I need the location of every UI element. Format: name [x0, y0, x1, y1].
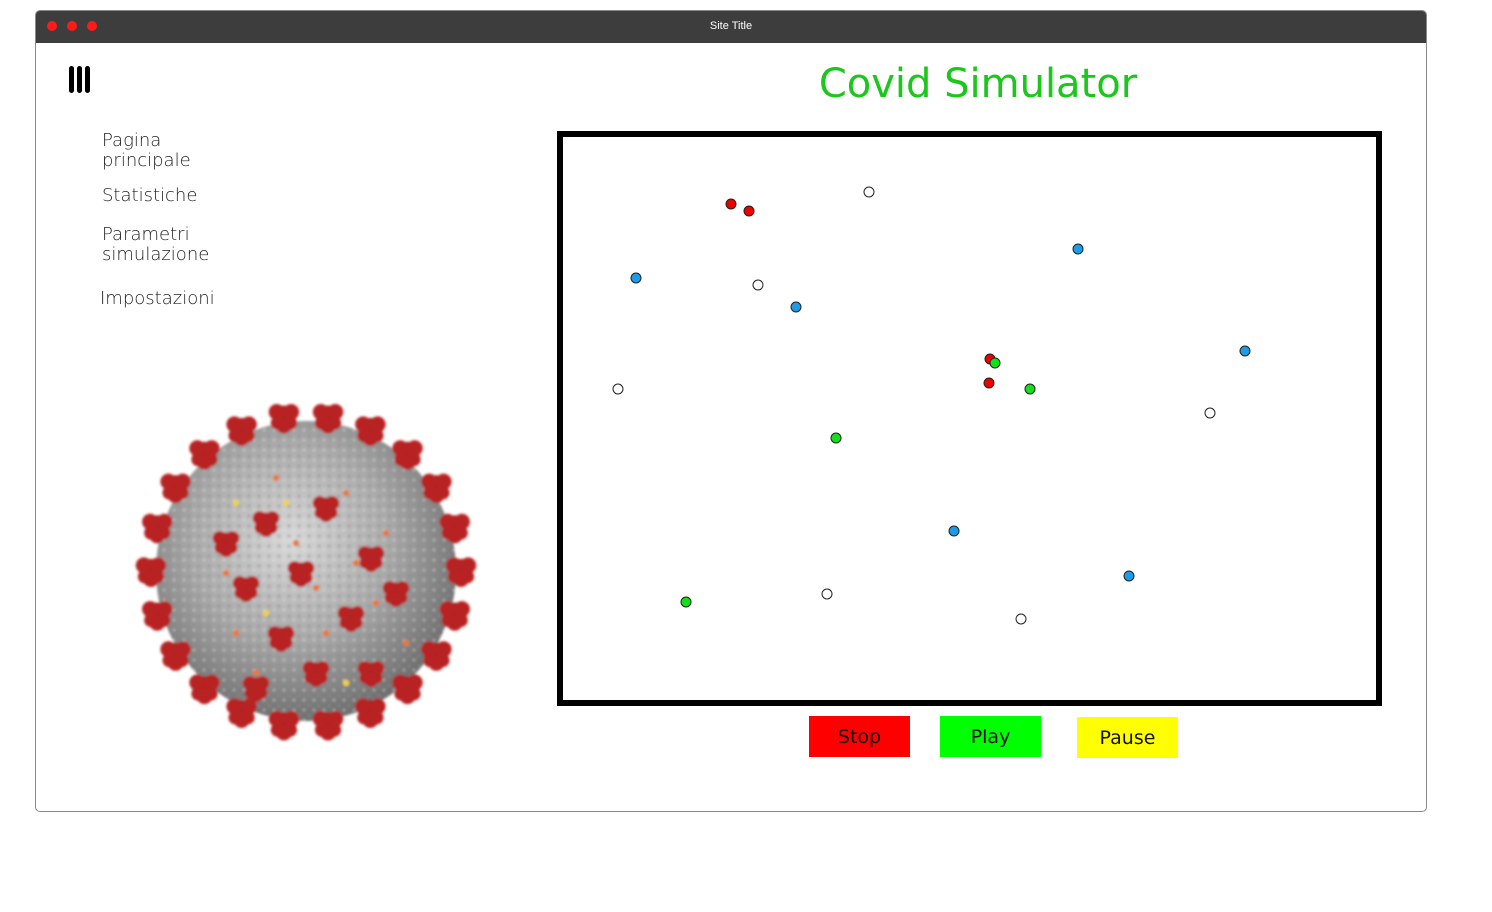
particle-white — [1015, 613, 1027, 625]
particle-green — [680, 596, 692, 608]
particle-blue — [1072, 243, 1084, 255]
nav-item-impostazioni[interactable]: Impostazioni — [100, 288, 215, 309]
coronavirus-illustration — [135, 403, 477, 741]
window-title: Site Title — [709, 20, 753, 32]
play-button[interactable]: Play — [940, 716, 1041, 757]
particle-blue — [790, 301, 802, 313]
maximize-window-button[interactable] — [87, 21, 97, 31]
particle-red — [743, 205, 755, 217]
particle-red — [983, 377, 995, 389]
minimize-window-button[interactable] — [67, 21, 77, 31]
app-title: Covid Simulator — [818, 61, 1138, 107]
particle-blue — [1239, 345, 1251, 357]
particle-green — [1024, 383, 1036, 395]
window-titlebar: Site Title — [36, 11, 1426, 43]
particle-red — [725, 198, 737, 210]
nav-item-parametri-simulazione[interactable]: Parametri simulazione — [102, 224, 210, 265]
stop-button[interactable]: Stop — [809, 716, 910, 757]
particle-white — [821, 588, 833, 600]
pause-button[interactable]: Pause — [1077, 717, 1178, 758]
app-window: Site Title Pagina principale Statistiche… — [35, 10, 1427, 812]
particle-white — [612, 383, 624, 395]
nav-item-statistiche[interactable]: Statistiche — [102, 185, 198, 206]
particle-blue — [1123, 570, 1135, 582]
particle-green — [989, 357, 1001, 369]
particle-white — [752, 279, 764, 291]
simulation-particles — [612, 186, 1251, 625]
simulation-canvas[interactable] — [557, 131, 1382, 706]
particle-white — [863, 186, 875, 198]
particle-blue — [948, 525, 960, 537]
particle-green — [830, 432, 842, 444]
particle-white — [1204, 407, 1216, 419]
hamburger-menu-icon[interactable] — [69, 66, 93, 94]
nav-item-pagina-principale[interactable]: Pagina principale — [102, 130, 191, 171]
close-window-button[interactable] — [47, 21, 57, 31]
particle-blue — [630, 272, 642, 284]
